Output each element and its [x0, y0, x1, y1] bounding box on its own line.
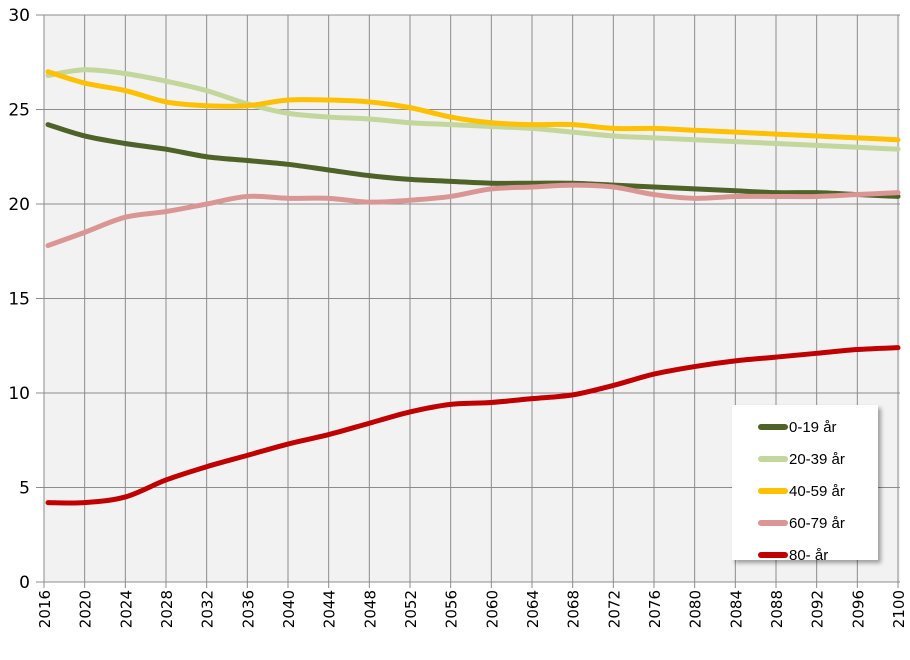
x-axis: 2016 2020 2024 2028 2032 2036 2040 2044 2048 2052… [36, 590, 908, 628]
x-tick-label: 2064 [524, 590, 542, 628]
legend: 0-19 år 20-39 år 40-59 år 60-79 år 80- år [732, 405, 878, 564]
x-tick-label: 2080 [687, 590, 705, 628]
x-tick-label: 2032 [199, 590, 217, 628]
legend-item: 0-19 år [758, 411, 878, 443]
x-tick-label: 2028 [158, 590, 176, 628]
x-tick-label: 2060 [483, 590, 501, 628]
y-tick-label: 10 [8, 384, 30, 404]
legend-swatch [758, 424, 788, 430]
legend-swatch [758, 456, 788, 462]
legend-item: 60-79 år [758, 507, 878, 539]
legend-label: 0-19 år [789, 418, 837, 436]
legend-swatch [758, 520, 788, 526]
x-tick-label: 2096 [849, 590, 867, 628]
legend-item: 80- år [758, 539, 878, 571]
y-axis: 0 5 10 15 20 25 30 [8, 6, 30, 593]
series-line-2 [45, 69, 901, 143]
x-tick-label: 2072 [605, 590, 623, 628]
x-tick-label: 2068 [565, 590, 583, 628]
x-tick-label: 2040 [280, 590, 298, 628]
legend-swatch [758, 488, 788, 494]
y-tick-label: 0 [19, 573, 30, 593]
y-tick-label: 20 [8, 195, 30, 215]
series-line-4 [45, 345, 901, 506]
legend-label: 60-79 år [789, 514, 845, 532]
legend-label: 80- år [789, 546, 829, 564]
legend-label: 20-39 år [789, 450, 845, 468]
x-tick-label: 2048 [361, 590, 379, 628]
legend-label: 40-59 år [789, 482, 845, 500]
series-line-1 [45, 67, 901, 152]
x-tick-label: 2084 [727, 590, 745, 628]
legend-swatch [758, 552, 788, 558]
x-tick-label: 2052 [402, 590, 420, 628]
series-line-3 [45, 182, 901, 249]
legend-item: 40-59 år [758, 475, 878, 507]
x-tick-label: 2024 [117, 590, 135, 628]
legend-item: 20-39 år [758, 443, 878, 475]
x-tick-label: 2092 [809, 590, 827, 628]
y-tick-label: 25 [8, 101, 30, 121]
x-tick-label: 2088 [768, 590, 786, 628]
y-tick-label: 15 [8, 290, 30, 310]
x-tick-label: 2044 [321, 590, 339, 628]
x-tick-label: 2056 [443, 590, 461, 628]
x-tick-label: 2016 [36, 590, 54, 628]
x-tick-label: 2076 [646, 590, 664, 628]
x-tick-label: 2100 [890, 590, 908, 628]
series-line-0 [45, 122, 901, 199]
y-tick-label: 30 [8, 6, 30, 26]
series-lines [45, 67, 901, 506]
x-tick-label: 2020 [77, 590, 95, 628]
y-tick-label: 5 [19, 479, 30, 499]
x-tick-label: 2036 [239, 590, 257, 628]
